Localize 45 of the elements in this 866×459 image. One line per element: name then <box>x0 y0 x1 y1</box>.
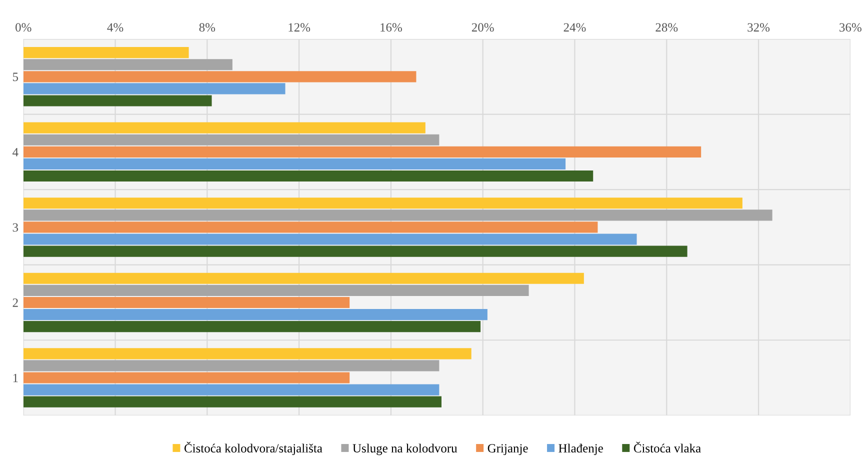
bar <box>23 71 416 82</box>
x-tick-label: 0% <box>16 23 32 32</box>
x-tick-label: 12% <box>288 23 310 32</box>
bar <box>23 134 440 146</box>
bar <box>23 321 481 332</box>
bar <box>23 47 189 58</box>
bar <box>23 296 350 308</box>
x-tick-label: 8% <box>199 23 216 32</box>
bar <box>23 122 426 134</box>
bar <box>23 234 637 245</box>
x-tick-label: 16% <box>380 23 402 32</box>
legend-label: Čistoća kolodvora/stajališta <box>184 442 322 456</box>
legend-label: Hlađenje <box>558 444 603 456</box>
bar <box>23 384 440 396</box>
y-tick-label: 3 <box>12 223 18 232</box>
y-tick-label: 5 <box>12 72 18 82</box>
y-tick-label: 4 <box>12 148 18 156</box>
bar <box>23 95 212 106</box>
bar <box>23 222 598 233</box>
x-tick-label: 20% <box>472 23 494 32</box>
y-tick-label: 1 <box>13 374 18 382</box>
legend-label: Čistoća vlaka <box>634 442 701 453</box>
bar <box>23 348 472 360</box>
bar <box>23 272 584 284</box>
x-tick-label: 32% <box>748 23 770 32</box>
bar <box>23 83 286 94</box>
bar <box>23 246 688 257</box>
bar <box>23 308 488 320</box>
bar <box>23 59 232 70</box>
bar <box>23 372 350 384</box>
bar <box>23 146 702 158</box>
bar <box>23 210 772 221</box>
y-tick-label: 2 <box>12 298 18 307</box>
x-tick-label: 24% <box>564 23 586 32</box>
x-tick-label: 4% <box>107 23 124 32</box>
legend-label: Usluge na kolodvoru <box>352 444 458 456</box>
bar <box>23 396 442 408</box>
bar <box>23 360 440 372</box>
x-tick-label: 36% <box>840 23 862 32</box>
bar <box>23 170 594 182</box>
bar <box>23 198 742 209</box>
bar <box>23 284 529 296</box>
legend-label: Grijanje <box>488 444 528 456</box>
bar <box>23 158 566 170</box>
x-tick-label: 28% <box>656 23 678 32</box>
